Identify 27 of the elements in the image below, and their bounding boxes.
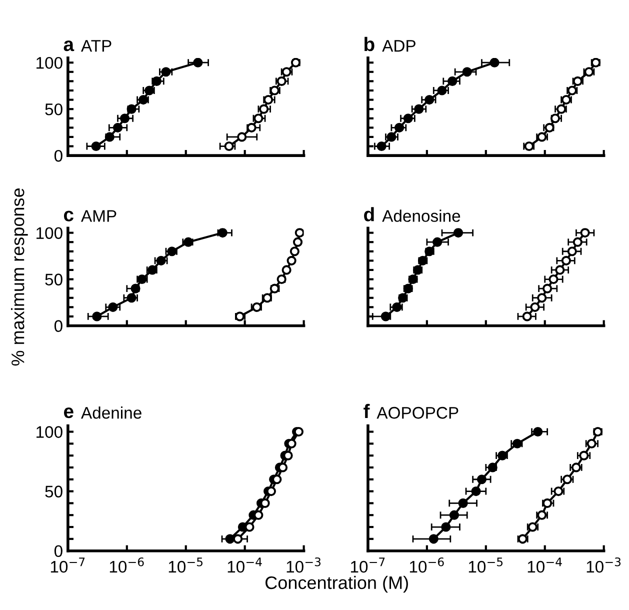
x-tick-label: 10$^{−7}$: [50, 558, 85, 573]
x-tick-label: 10$^{−4}$: [228, 558, 262, 573]
x-tick-label: 10$^{−6}$: [410, 557, 444, 573]
x-tick-label: 10$^{−6}$: [110, 557, 144, 573]
y-tick-label: 50: [45, 274, 62, 286]
x-tick-label: 10$^{−5}$: [468, 558, 503, 573]
x-tick-label: 10$^{−5}$: [168, 558, 202, 573]
y-tick-label: 0: [54, 320, 62, 332]
x-axis-title: Concentration (M): [266, 576, 408, 593]
x-tick-label: 10$^{−3}$: [586, 557, 621, 573]
chart-title: d Adenosine: [364, 207, 460, 222]
chart-title: a ATP: [64, 40, 112, 52]
y-axis-title: % maximum response: [11, 188, 28, 366]
y-tick-label: 100: [36, 426, 62, 438]
x-tick-label: 10$^{−3}$: [286, 557, 321, 573]
chart-title: b ADP: [364, 36, 416, 52]
x-tick-label: 10$^{−7}$: [350, 558, 385, 573]
y-tick-label: 100: [36, 227, 62, 239]
chart-title: e Adenine: [64, 406, 142, 419]
chart-title: f AOPOPCP: [364, 404, 458, 419]
y-tick-label: 0: [54, 545, 62, 558]
y-tick-label: 50: [45, 103, 62, 116]
chart-title: c AMP: [64, 210, 116, 222]
y-tick-label: 100: [36, 57, 62, 69]
y-tick-label: 0: [54, 150, 62, 162]
y-tick-label: 50: [45, 486, 62, 498]
x-tick-label: 10$^{−4}$: [528, 558, 562, 573]
